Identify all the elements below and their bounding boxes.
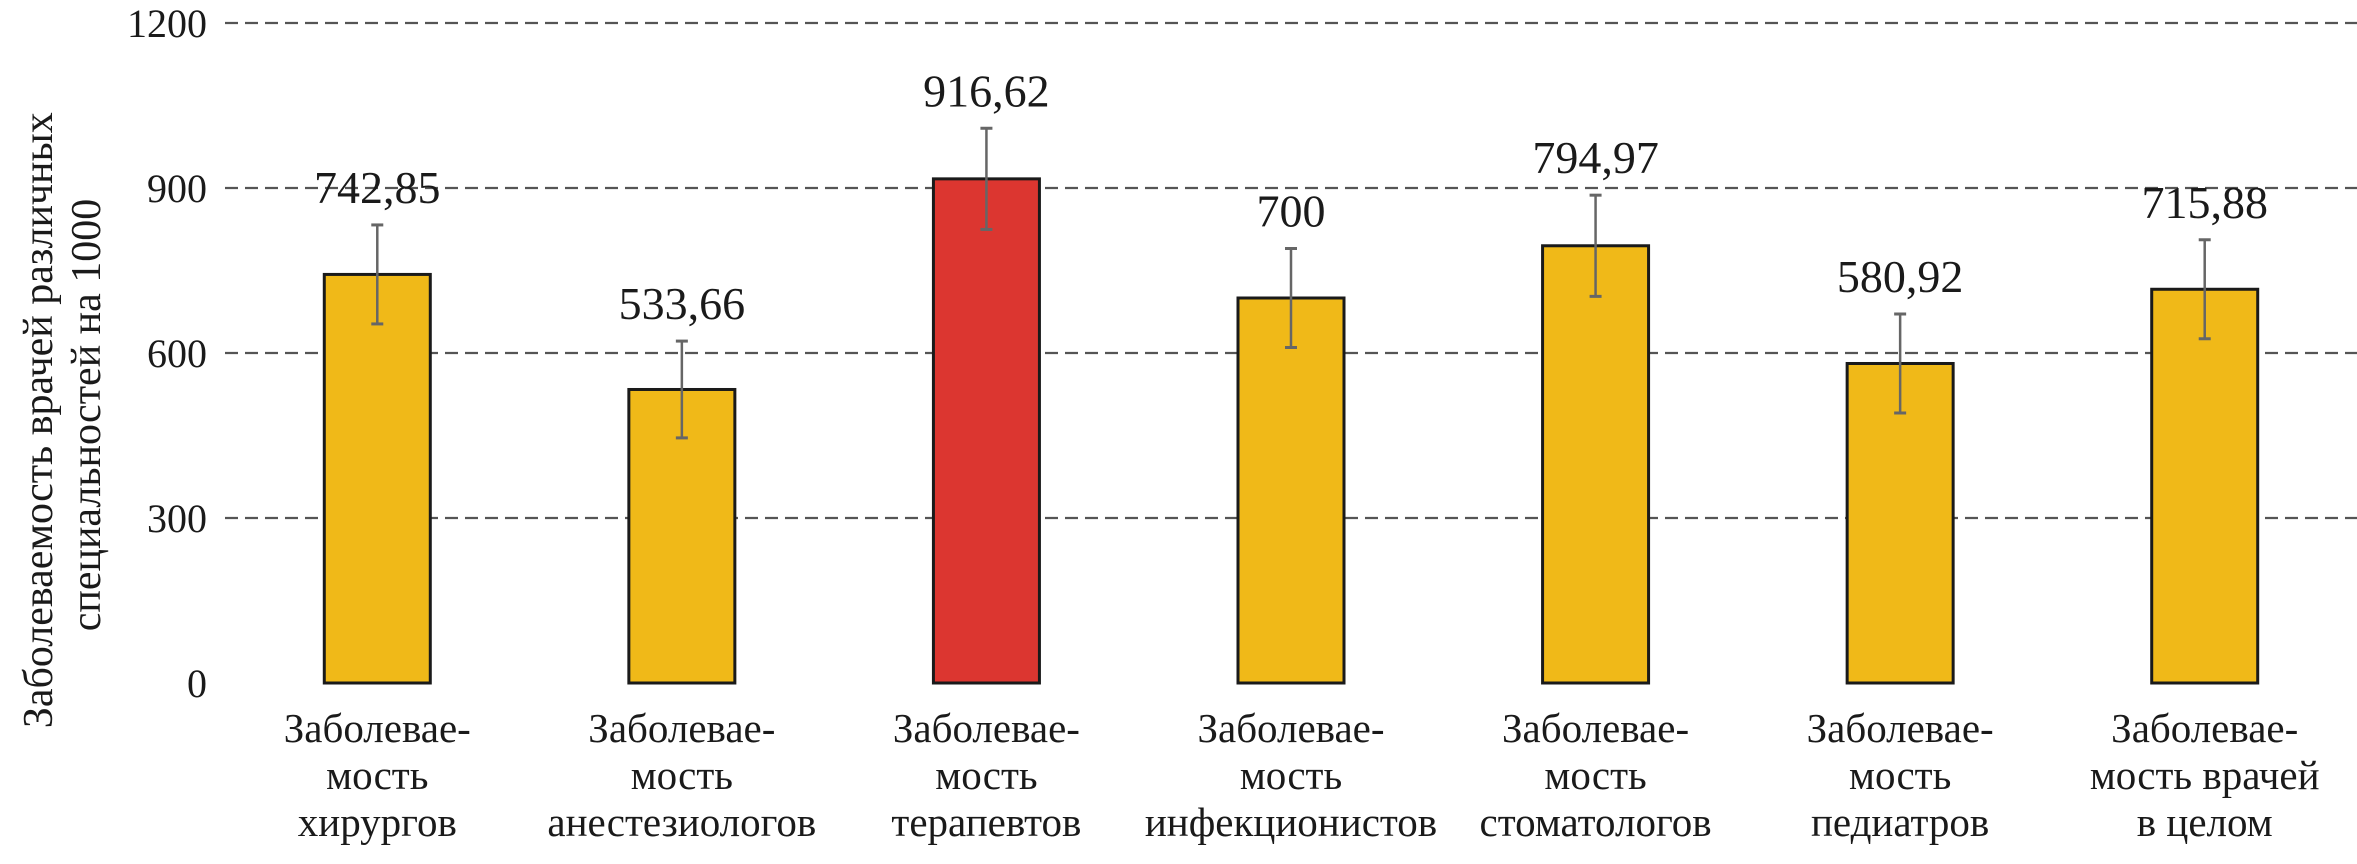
y-tick-label: 1200: [127, 1, 207, 46]
x-tick-label-line: Заболевае-: [893, 705, 1080, 751]
x-tick-label: Заболевае-мость врачей в целом: [2090, 705, 2320, 845]
error-bar: [675, 339, 688, 440]
data-label: 533,66: [619, 278, 746, 329]
error-bar: [1589, 193, 1602, 298]
bar: [322, 272, 432, 685]
x-tick-label-line: стоматологов: [1480, 799, 1712, 845]
x-tick-label: Заболевае-мость хирургов: [284, 705, 471, 845]
x-tick-label-line: инфекционистов: [1145, 799, 1437, 845]
x-tick-label-line: мость врачей: [2090, 752, 2320, 798]
x-tick-label-line: Заболевае-: [588, 705, 775, 751]
y-axis-title-line-2: специальностей на 1000: [64, 199, 110, 632]
x-tick-label-line: Заболевае-: [1197, 705, 1384, 751]
x-tick-label-line: мость: [1849, 752, 1951, 798]
x-tick-label-line: мость: [1544, 752, 1646, 798]
value-labels: 742,85 533,66 916,62 700 794,97 580,92 715,88: [314, 65, 2268, 329]
error-bar: [1285, 247, 1297, 349]
data-label: 700: [1257, 186, 1326, 237]
x-tick-label-line: мость: [1240, 752, 1342, 798]
data-label: 794,97: [1532, 132, 1659, 183]
error-bar: [1894, 312, 1907, 415]
y-axis-ticks: 0 300 600 900 1200: [127, 1, 207, 706]
data-label: 715,88: [2141, 177, 2268, 228]
bar: [2150, 287, 2260, 685]
x-tick-label-line: мость: [935, 752, 1037, 798]
x-tick-label-line: анестезиологов: [547, 799, 816, 845]
x-tick-label: Заболевае-мость инфекционистов: [1145, 705, 1437, 845]
data-label: 916,62: [923, 65, 1050, 116]
x-tick-label: Заболевае-мость стоматологов: [1480, 705, 1712, 845]
bar: [1845, 361, 1955, 685]
error-bar: [2198, 238, 2211, 341]
x-tick-label: Заболевае-мость терапевтов: [891, 705, 1081, 845]
y-axis-title-line-1: Заболеваемость врачей различных: [16, 112, 62, 728]
error-bars: [371, 126, 2211, 440]
y-tick-label: 900: [147, 166, 207, 211]
y-axis-title: Заболеваемость врачей различных специаль…: [16, 102, 110, 728]
bar: [1541, 244, 1651, 685]
bar: [1236, 296, 1346, 685]
bar: [931, 177, 1041, 685]
x-tick-label-line: Заболевае-: [1807, 705, 1994, 751]
x-tick-label-line: Заболевае-: [1502, 705, 1689, 751]
x-tick-label-line: педиатров: [1811, 799, 1989, 845]
data-label: 742,85: [314, 162, 441, 213]
x-tick-label: Заболевае-мость педиатров: [1807, 705, 1994, 845]
x-tick-label-line: терапевтов: [891, 799, 1081, 845]
error-bar: [980, 126, 993, 231]
x-tick-label-line: в целом: [2137, 799, 2273, 845]
x-tick-label-line: мость: [326, 752, 428, 798]
data-label: 580,92: [1837, 251, 1964, 302]
x-tick-label-line: мость: [631, 752, 733, 798]
x-tick-label-line: Заболевае-: [284, 705, 471, 751]
y-tick-label: 600: [147, 331, 207, 376]
y-tick-label: 300: [147, 496, 207, 541]
x-tick-label-line: Заболевае-: [2111, 705, 2298, 751]
bars: [322, 177, 2260, 685]
error-bar: [371, 223, 384, 326]
x-tick-label-line: хирургов: [298, 799, 457, 845]
x-tick-label: Заболевае-мость анестезиологов: [547, 705, 816, 845]
y-tick-label: 0: [187, 661, 207, 706]
